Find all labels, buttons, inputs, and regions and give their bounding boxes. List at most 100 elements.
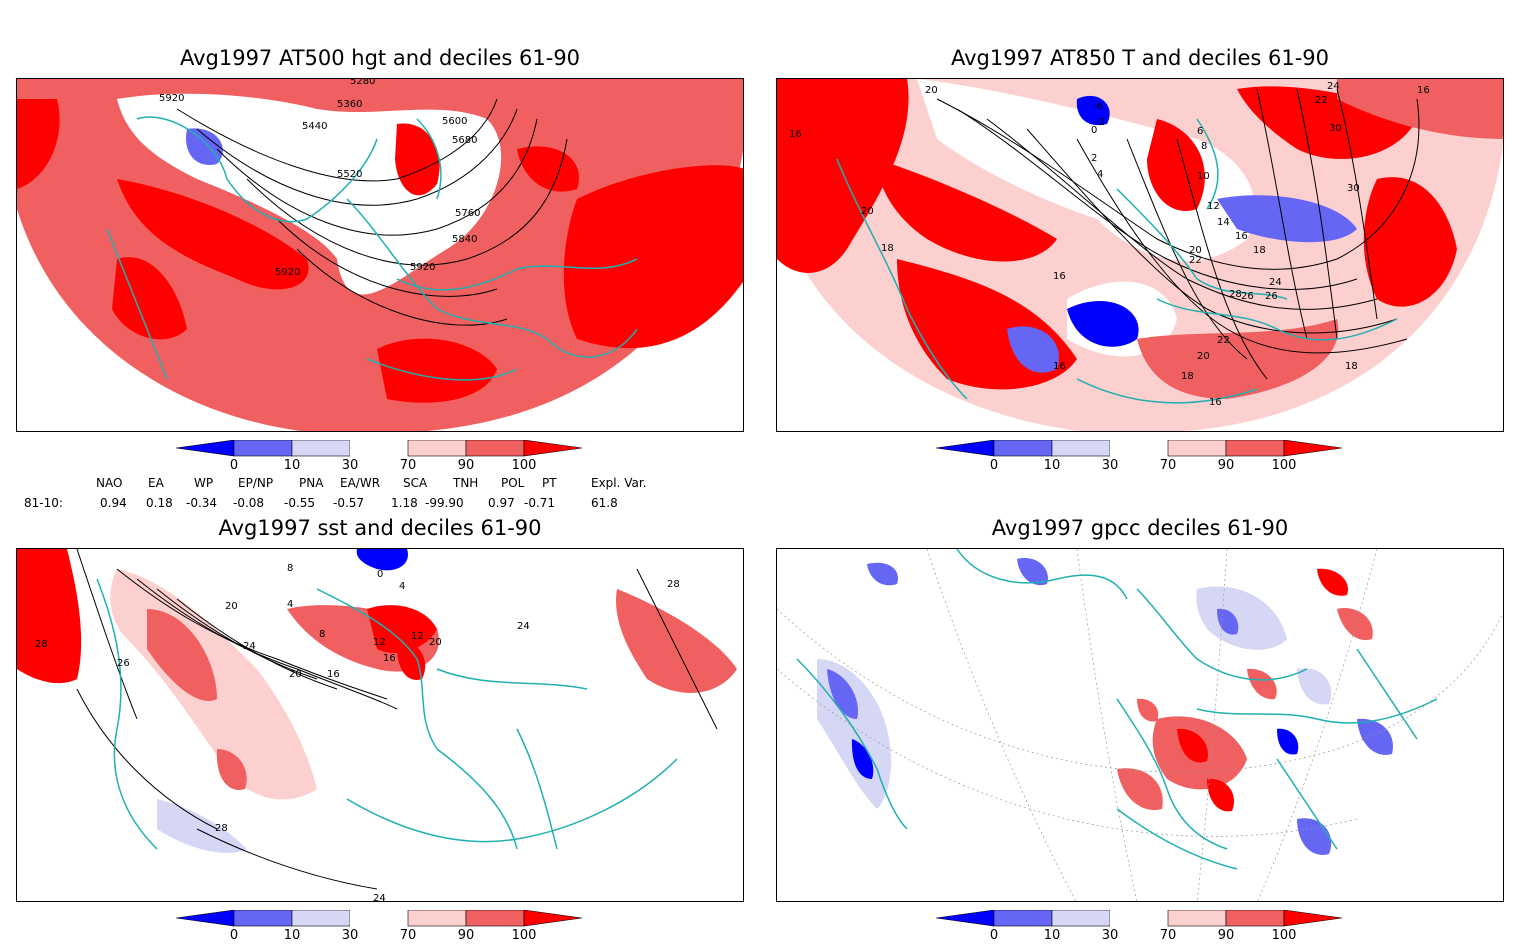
index-value: -0.08: [233, 496, 265, 510]
colorbar-tick: 70: [1159, 928, 1177, 943]
index-header: EP/NP: [238, 476, 274, 490]
map-panel-850t: 20 -6 -2 0 6 8 2 4 10 12 14 16 18 20 22 …: [776, 78, 1504, 432]
svg-text:20: 20: [225, 601, 238, 612]
colorbar-top-right: 0 10 30 70 90 100: [935, 439, 1356, 480]
colorbar-tick: 100: [1271, 458, 1297, 473]
colorbar-swatches: [175, 909, 583, 927]
colorbar-tick: 70: [399, 928, 417, 943]
svg-text:4: 4: [399, 581, 405, 592]
svg-text:12: 12: [373, 637, 386, 648]
svg-text:2: 2: [1091, 153, 1097, 164]
svg-text:22: 22: [1217, 335, 1230, 346]
svg-text:5760: 5760: [455, 208, 480, 219]
colorbar-tick: 0: [229, 458, 239, 473]
svg-text:18: 18: [1253, 245, 1266, 256]
svg-text:16: 16: [1053, 271, 1066, 282]
colorbar-tick: 0: [229, 928, 239, 943]
index-header: WP: [194, 476, 214, 490]
svg-text:24: 24: [243, 641, 256, 652]
svg-text:30: 30: [1329, 123, 1342, 134]
svg-text:16: 16: [1053, 361, 1066, 372]
map-panel-gpcc: [776, 548, 1504, 902]
svg-text:24: 24: [373, 893, 386, 902]
contour-labels-sst: 28 26 20 24 20 16 12 8 4 0 4 8 12 16 20 …: [35, 563, 680, 902]
colorbar-tick: 90: [457, 458, 475, 473]
svg-text:8: 8: [287, 563, 293, 574]
colorbar-tick: 10: [1043, 928, 1061, 943]
index-value: -0.71: [524, 496, 556, 510]
svg-text:5440: 5440: [302, 121, 327, 132]
contour-labels-850t: 20 -6 -2 0 6 8 2 4 10 12 14 16 18 20 22 …: [789, 81, 1430, 408]
svg-text:26: 26: [117, 658, 130, 669]
svg-text:22: 22: [1315, 95, 1328, 106]
colorbar-tick: 30: [1101, 458, 1119, 473]
svg-text:18: 18: [1345, 361, 1358, 372]
svg-text:28: 28: [35, 639, 48, 650]
index-header: Expl. Var.: [591, 476, 647, 490]
svg-text:16: 16: [789, 129, 802, 140]
panel-title-850t: Avg1997 AT850 T and deciles 61-90: [950, 46, 1330, 70]
svg-text:5520: 5520: [337, 169, 362, 180]
index-header: PT: [542, 476, 557, 490]
svg-text:20: 20: [429, 637, 442, 648]
svg-text:30: 30: [1347, 183, 1360, 194]
svg-text:24: 24: [1269, 277, 1282, 288]
svg-text:5600: 5600: [442, 116, 467, 127]
svg-text:16: 16: [1235, 231, 1248, 242]
map-sst: 28 26 20 24 20 16 12 8 4 0 4 8 12 16 20 …: [17, 549, 737, 902]
index-row-label: 81-10:: [24, 496, 63, 510]
colorbar-tick: 70: [1159, 458, 1177, 473]
colorbar-tick: 0: [989, 458, 999, 473]
colorbar-top-left: 0 10 30 70 90 100: [175, 439, 596, 480]
svg-text:5920: 5920: [159, 93, 184, 104]
svg-text:20: 20: [925, 85, 938, 96]
index-header: EA/WR: [340, 476, 381, 490]
svg-text:18: 18: [881, 243, 894, 254]
svg-text:20: 20: [1197, 351, 1210, 362]
map-panel-500hgt: 5920 5360 5440 5600 5680 5520 5760 5840 …: [16, 78, 744, 432]
svg-text:20: 20: [1189, 245, 1202, 256]
svg-text:16: 16: [1417, 85, 1430, 96]
colorbar-tick: 70: [399, 458, 417, 473]
svg-text:16: 16: [383, 653, 396, 664]
contour-labels-500hgt: 5920 5360 5440 5600 5680 5520 5760 5840 …: [159, 79, 480, 278]
panel-title-500hgt: Avg1997 AT500 hgt and deciles 61-90: [179, 46, 581, 70]
colorbar-tick: 30: [341, 458, 359, 473]
svg-text:24: 24: [1327, 81, 1340, 92]
colorbar-tick: 0: [989, 928, 999, 943]
index-value: -0.34: [186, 496, 218, 510]
svg-text:5280: 5280: [350, 79, 375, 87]
index-value: 0.97: [488, 496, 515, 510]
colorbar-swatches: [175, 439, 583, 457]
svg-text:5680: 5680: [452, 135, 477, 146]
svg-text:6: 6: [1197, 126, 1203, 137]
colorbar-tick: 10: [283, 928, 301, 943]
index-header: NAO: [96, 476, 123, 490]
colorbar-tick: 90: [457, 928, 475, 943]
colorbar-tick: 90: [1217, 458, 1235, 473]
colorbar-tick: 90: [1217, 928, 1235, 943]
svg-text:5840: 5840: [452, 234, 477, 245]
map-gpcc: [777, 549, 1503, 901]
svg-text:10: 10: [1197, 171, 1210, 182]
index-value: -0.57: [333, 496, 365, 510]
index-header: SCA: [403, 476, 428, 490]
colorbar-tick: 100: [511, 928, 537, 943]
svg-text:5920: 5920: [275, 267, 300, 278]
index-value: 61.8: [591, 496, 618, 510]
index-value: 1.18: [391, 496, 418, 510]
colorbar-tick: 30: [341, 928, 359, 943]
svg-text:26: 26: [1241, 291, 1254, 302]
svg-text:26: 26: [1265, 291, 1278, 302]
svg-text:18: 18: [1181, 371, 1194, 382]
svg-text:5360: 5360: [337, 99, 362, 110]
map-panel-sst: 28 26 20 24 20 16 12 8 4 0 4 8 12 16 20 …: [16, 548, 744, 902]
colorbar-bottom-right: 0 10 30 70 90 100: [935, 909, 1356, 950]
svg-text:16: 16: [1209, 397, 1222, 408]
map-850t: 20 -6 -2 0 6 8 2 4 10 12 14 16 18 20 22 …: [777, 79, 1503, 431]
svg-text:12: 12: [411, 631, 424, 642]
index-value: -0.55: [284, 496, 316, 510]
svg-text:20: 20: [861, 206, 874, 217]
index-header: EA: [148, 476, 164, 490]
svg-text:4: 4: [287, 599, 293, 610]
